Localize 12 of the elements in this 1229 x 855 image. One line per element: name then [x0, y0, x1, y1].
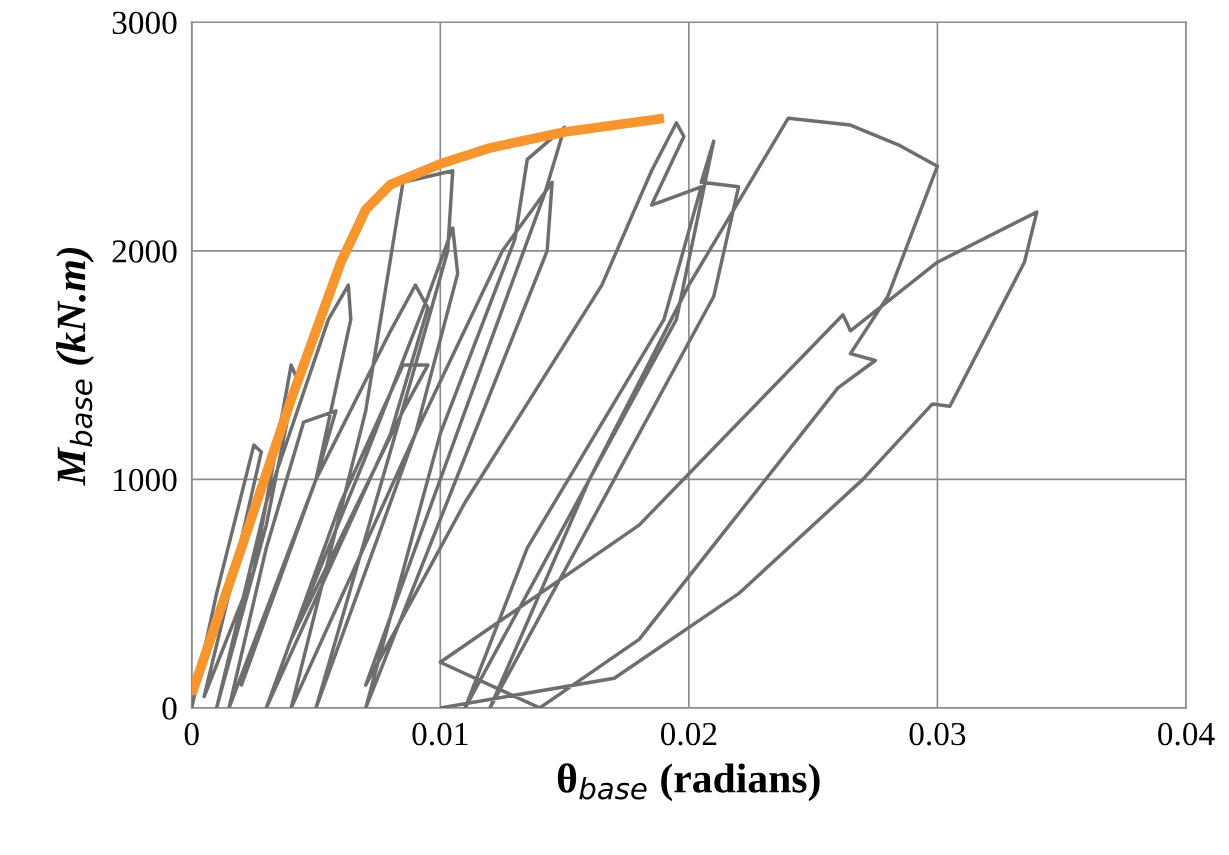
x-tick-label: 0.04: [1158, 722, 1215, 746]
y-axis-title: M$_{base}$ (kN.m): [56, 247, 94, 486]
x-tick-label: 0: [184, 722, 199, 746]
y-tick-label: 2000: [112, 240, 177, 263]
line-series: [191, 116, 1039, 708]
x-tick-label: 0.02: [660, 722, 717, 746]
y-tick-label: 1000: [114, 468, 177, 492]
x-tick-label: 0.03: [909, 722, 966, 746]
x-axis-title: θ$_{base}$ (radians): [557, 763, 820, 802]
y-tick-label: 3000: [112, 11, 177, 35]
y-tick-label: 0: [162, 697, 177, 720]
x-tick-label: 0.01: [412, 722, 468, 746]
